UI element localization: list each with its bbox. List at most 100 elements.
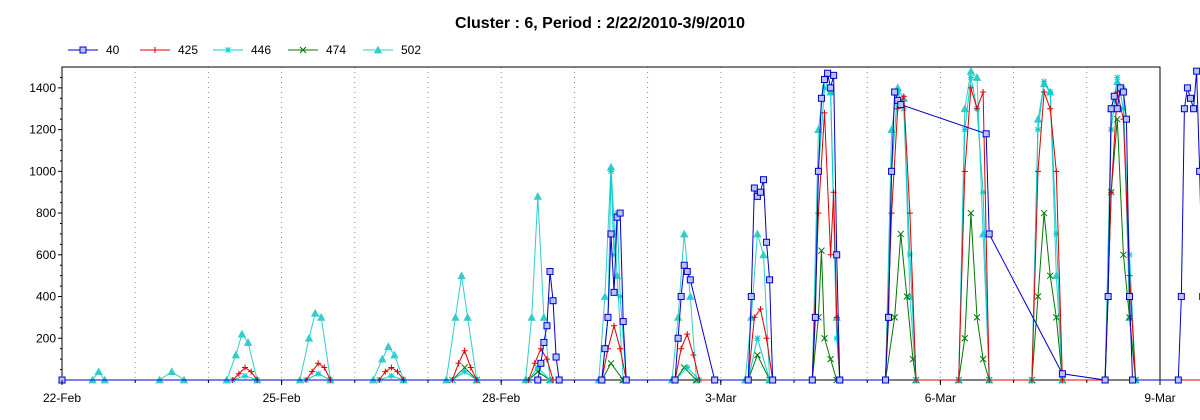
legend-item-474: 474: [288, 43, 346, 57]
grid: [134, 67, 1088, 380]
data-point-40: [1177, 293, 1185, 301]
legend-swatch-marker: [79, 46, 87, 54]
data-point-502: [378, 354, 387, 363]
data-point-40: [766, 276, 774, 284]
data-point-40: [811, 313, 819, 321]
data-point-425: [467, 364, 474, 371]
data-point-425: [955, 377, 962, 383]
data-point-502: [686, 292, 695, 300]
axes: 200 400 600 800 1000 1200 1400 22-Feb 25-Feb 28-F…: [29, 76, 1176, 405]
data-point-502: [317, 313, 326, 321]
data-point-502: [384, 342, 393, 351]
data-point-40: [534, 376, 542, 384]
data-point-425: [1035, 168, 1041, 175]
data-point-425: [974, 105, 980, 112]
x-tick-label: 22-Feb: [43, 391, 81, 405]
data-point-474: [1052, 314, 1060, 321]
data-point-425: [455, 360, 462, 367]
data-point-425: [461, 347, 468, 354]
legend-item-40: 40: [68, 43, 120, 57]
y-tick-label: 800: [36, 206, 56, 220]
data-point-474: [961, 334, 969, 342]
data-point-40: [1110, 92, 1118, 100]
data-point-40: [891, 88, 899, 96]
data-point-40: [540, 338, 548, 346]
legend-item-425: 425: [140, 43, 198, 57]
data-point-425: [690, 351, 697, 358]
data-point-474: [754, 351, 761, 359]
data-point-40: [1187, 94, 1194, 102]
data-point-425: [531, 360, 538, 367]
data-point-474: [979, 355, 987, 363]
data-point-40: [543, 322, 551, 330]
data-point-446: [980, 189, 987, 196]
data-point-425: [382, 368, 389, 375]
data-point-40: [683, 267, 691, 275]
data-point-502: [463, 313, 472, 321]
data-point-425: [980, 89, 987, 96]
y-tick-label: 600: [36, 248, 56, 262]
data-point-446: [754, 335, 761, 342]
data-point-425: [242, 364, 248, 371]
data-point-425: [751, 314, 758, 321]
data-point-425: [888, 210, 895, 217]
data-point-446: [611, 251, 618, 258]
data-point-502: [539, 313, 549, 321]
data-point-425: [543, 356, 550, 363]
data-point-425: [763, 335, 770, 342]
legend-swatch-marker: [299, 46, 307, 54]
data-point-425: [967, 84, 974, 91]
data-point-446: [1041, 78, 1048, 85]
data-point-474: [1034, 293, 1042, 300]
data-point-502: [527, 313, 536, 321]
data-point-40: [549, 297, 557, 305]
data-point-474: [693, 376, 700, 384]
data-point-40: [897, 101, 905, 109]
data-point-446: [1047, 89, 1054, 96]
legend-swatch-marker: [225, 47, 231, 53]
legend-label: 502: [401, 43, 421, 57]
data-point-425: [696, 377, 703, 383]
data-point-502: [457, 271, 466, 280]
x-tick-label: 25-Feb: [263, 391, 301, 405]
data-point-502: [310, 308, 320, 317]
data-point-40: [808, 376, 816, 384]
data-point-40: [1190, 105, 1198, 113]
x-tick-label: 6-Mar: [925, 391, 956, 405]
y-tick-label: 400: [36, 290, 56, 304]
data-point-40: [885, 313, 893, 321]
data-point-474: [607, 359, 615, 367]
data-point-446: [1114, 74, 1121, 81]
series-40: [58, 67, 1200, 384]
legend-item-446: 446: [213, 43, 271, 57]
legend-label: 446: [251, 43, 271, 57]
x-tick-label: 9-Mar: [1144, 391, 1175, 405]
data-point-40: [610, 288, 618, 296]
data-point-40: [744, 376, 752, 384]
series-layer: [57, 66, 1200, 384]
data-point-40: [1119, 88, 1127, 96]
y-tick-label: 1400: [29, 81, 56, 95]
data-point-474: [680, 364, 688, 371]
data-point-40: [836, 376, 844, 384]
data-point-425: [1059, 377, 1066, 383]
data-point-40: [1107, 105, 1115, 113]
data-point-40: [1129, 376, 1137, 384]
data-point-502: [960, 104, 969, 113]
data-point-425: [321, 364, 328, 371]
data-point-502: [600, 292, 610, 300]
legend-swatch-marker: [152, 47, 158, 53]
data-point-425: [986, 377, 993, 383]
data-point-474: [1040, 209, 1048, 217]
data-point-502: [759, 250, 768, 259]
data-point-425: [248, 368, 255, 375]
data-point-474: [1120, 251, 1127, 259]
data-point-425: [815, 210, 822, 217]
data-point-40: [1180, 105, 1188, 113]
data-point-40: [680, 261, 688, 269]
data-point-425: [678, 345, 685, 352]
data-point-425: [235, 370, 242, 377]
data-point-502: [451, 313, 460, 321]
data-point-40: [537, 359, 545, 367]
data-point-40: [1113, 105, 1121, 113]
